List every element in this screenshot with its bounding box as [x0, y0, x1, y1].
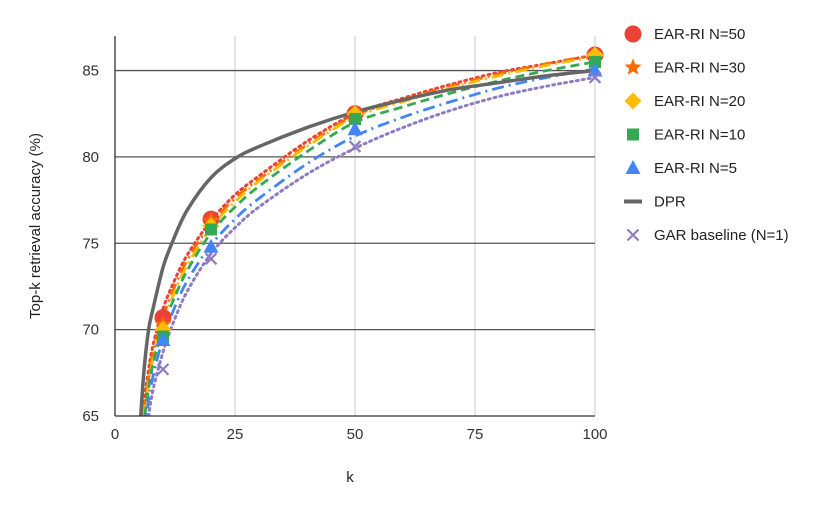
- axes: [114, 36, 595, 417]
- x-axis-title: k: [346, 469, 354, 486]
- x-tick-label: 50: [347, 426, 364, 443]
- legend-label: EAR-RI N=30: [654, 60, 745, 77]
- legend: EAR-RI N=50 EAR-RI N=30 EAR-RI N=20 EAR-RI …: [624, 25, 789, 244]
- legend-label: EAR-RI N=20: [654, 93, 745, 110]
- legend-marker: [624, 58, 642, 75]
- series-markers: [154, 46, 604, 376]
- data-point: [347, 121, 363, 136]
- data-point: [589, 55, 601, 68]
- data-point: [205, 223, 217, 236]
- legend-marker: [625, 160, 641, 174]
- x-tick-label: 0: [111, 426, 119, 443]
- legend-label: DPR: [654, 194, 686, 211]
- series-line-4: [144, 67, 595, 416]
- legend-marker: [626, 228, 640, 242]
- legend-label: EAR-RI N=10: [654, 127, 745, 144]
- legend-label: EAR-RI N=50: [654, 26, 745, 43]
- series-curves: [138, 53, 595, 416]
- legend-item: DPR: [624, 194, 686, 211]
- legend-item: EAR-RI N=20: [624, 92, 745, 110]
- data-point: [349, 112, 361, 125]
- y-tick-label: 70: [82, 322, 99, 339]
- data-point: [348, 140, 362, 153]
- series-line-6: [147, 75, 595, 416]
- legend-marker: [624, 92, 642, 110]
- series-line-0: [140, 53, 595, 416]
- y-tick-label: 85: [82, 63, 99, 80]
- legend-item: GAR baseline (N=1): [626, 227, 789, 244]
- x-tick-label: 25: [227, 426, 244, 443]
- data-point: [155, 332, 171, 346]
- legend-item: EAR-RI N=10: [627, 127, 745, 144]
- data-point: [156, 363, 170, 376]
- series-line-3: [143, 60, 595, 416]
- legend-label: EAR-RI N=5: [654, 160, 737, 177]
- data-point: [203, 238, 219, 253]
- legend-item: EAR-RI N=50: [624, 25, 745, 43]
- data-point: [588, 71, 602, 84]
- legend-item: EAR-RI N=30: [624, 58, 745, 77]
- tick-labels: 0 25 50 75 100 65 70 75 80 85: [82, 63, 607, 443]
- legend-label: GAR baseline (N=1): [654, 227, 789, 244]
- x-tick-label: 100: [582, 426, 607, 443]
- legend-marker: [627, 128, 639, 141]
- x-tick-label: 75: [467, 426, 484, 443]
- y-tick-label: 65: [82, 408, 99, 425]
- legend-marker: [624, 25, 642, 43]
- y-axis-title: Top-k retrieval accuracy (%): [27, 133, 44, 319]
- legend-item: EAR-RI N=5: [625, 160, 737, 177]
- series-line-5: [138, 68, 595, 416]
- data-point: [204, 252, 218, 266]
- grid: [115, 36, 596, 416]
- y-tick-label: 75: [82, 235, 99, 252]
- y-tick-label: 80: [82, 149, 99, 166]
